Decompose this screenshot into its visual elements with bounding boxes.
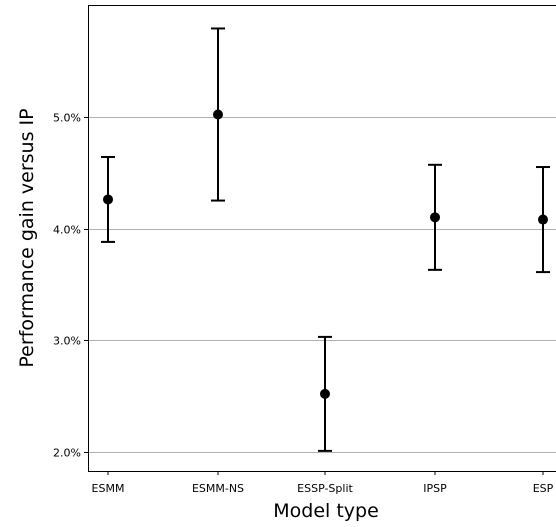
y-axis-ticks: 2.0% 3.0% 4.0% 5.0%	[53, 112, 88, 460]
data-point	[320, 388, 330, 399]
y-tick-label: 3.0%	[53, 335, 81, 348]
y-tick-label: 4.0%	[53, 224, 81, 237]
data-point	[538, 214, 548, 225]
x-tick-label: ESSP-Split	[297, 482, 353, 495]
x-axis-ticks: ESMM ESMM-NS ESSP-Split IPSP ESP	[92, 471, 554, 495]
plot-frame	[88, 5, 556, 472]
x-tick-label: ESMM	[92, 482, 125, 495]
data-point	[430, 212, 440, 223]
x-axis-label: Model type	[273, 500, 379, 522]
y-tick-label: 2.0%	[53, 447, 81, 460]
x-tick-label: IPSP	[423, 482, 447, 495]
data-point	[213, 109, 223, 120]
x-tick-label: ESP	[533, 482, 554, 495]
y-axis-label: Performance gain versus IP	[16, 108, 38, 367]
grid-lines	[88, 117, 556, 453]
data-point	[103, 194, 113, 205]
data-marks	[101, 27, 550, 452]
y-tick-label: 5.0%	[53, 112, 81, 125]
x-tick-label: ESMM-NS	[192, 482, 244, 495]
